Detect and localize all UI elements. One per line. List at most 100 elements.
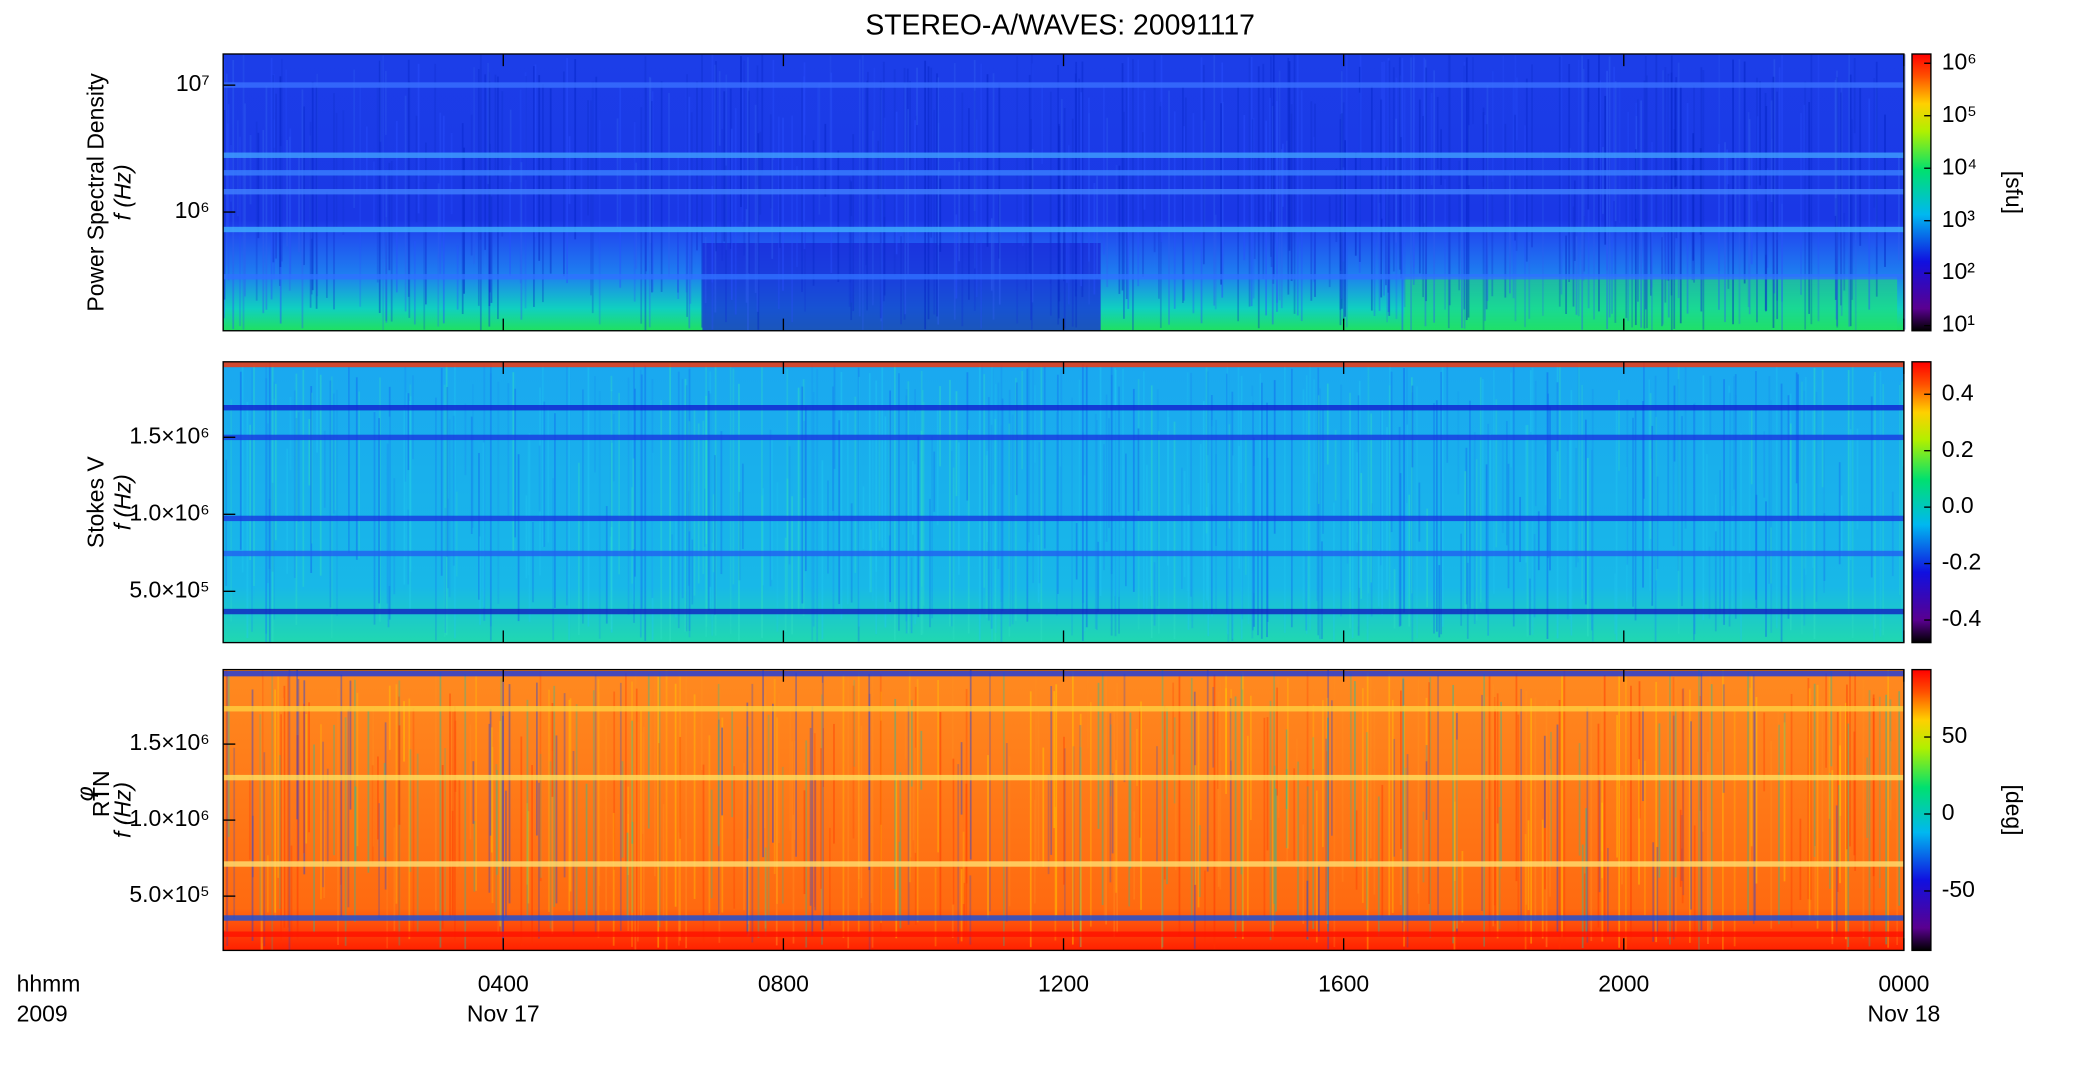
spectrogram-texture [811, 363, 814, 642]
spectrogram-texture [704, 237, 707, 304]
spectrogram-texture [1103, 717, 1106, 920]
spectrogram-texture [612, 812, 615, 946]
spectrogram-texture [489, 708, 492, 836]
spectrogram-texture [1475, 459, 1478, 621]
spectrogram-texture [1484, 114, 1486, 322]
spectrogram-texture [1143, 90, 1146, 210]
spectrogram-texture [1113, 701, 1116, 937]
spectrogram-texture [1803, 441, 1806, 569]
spectrogram-texture [1543, 735, 1546, 828]
spectrogram-texture [992, 73, 995, 320]
spectrogram-texture [548, 689, 550, 912]
spectrogram-texture [1286, 788, 1289, 862]
spectrogram-texture [632, 458, 635, 550]
spectrogram-texture [1105, 394, 1108, 542]
spectrogram-texture [769, 429, 772, 587]
y-tick-label: 1.0×10⁶ [129, 499, 209, 525]
spectrogram-texture [1625, 177, 1628, 319]
spectrogram-texture [1747, 671, 1749, 918]
spectrogram-texture [1377, 549, 1380, 607]
spectrogram-texture [634, 388, 636, 577]
spectrogram-band [223, 434, 1904, 441]
spectrogram-texture [1515, 178, 1518, 251]
spectrogram-texture [409, 400, 411, 610]
spectrogram-texture [1456, 739, 1458, 929]
spectrogram-texture [1373, 119, 1376, 316]
spectrogram-texture [315, 86, 318, 309]
spectrogram-texture [1105, 675, 1108, 925]
spectrogram-texture [1898, 384, 1901, 595]
spectrogram-texture [804, 406, 807, 572]
spectrogram-texture [1322, 700, 1324, 848]
spectrogram-texture [1667, 366, 1670, 517]
spectrogram-texture [709, 393, 712, 587]
spectrogram-texture [1550, 731, 1552, 866]
spectrogram-texture [994, 383, 997, 633]
spectrogram-texture [354, 786, 357, 865]
spectrogram-texture [920, 730, 923, 790]
spectrogram-texture [538, 782, 540, 939]
spectrogram-texture [1829, 773, 1831, 889]
spectrogram-texture [244, 103, 246, 297]
spectrogram-texture [1755, 697, 1758, 884]
spectrogram-texture [714, 455, 716, 615]
spectrogram-texture [1529, 370, 1532, 432]
spectrogram-texture [764, 685, 767, 929]
spectrogram-texture [423, 182, 426, 330]
spectrogram-texture [1698, 669, 1700, 951]
spectrogram-texture [499, 721, 502, 927]
spectrogram-texture [1079, 866, 1082, 938]
spectrogram-texture [1544, 444, 1547, 506]
spectrogram-texture [693, 694, 696, 899]
spectrogram-texture [497, 381, 500, 604]
spectrogram-texture [287, 675, 290, 928]
spectrogram-texture [1654, 375, 1657, 643]
spectrogram-texture [253, 364, 255, 586]
spectrogram-texture [1626, 399, 1629, 565]
spectrogram-texture [920, 430, 923, 636]
spectrogram-texture [654, 673, 656, 877]
spectrogram-texture [1644, 56, 1647, 310]
spectrogram-texture [978, 363, 981, 641]
spectrogram-texture [1672, 715, 1675, 940]
spectrogram-texture [898, 373, 900, 631]
spectrogram-texture [1677, 362, 1680, 634]
spectrogram-texture [1752, 674, 1755, 924]
spectrogram-texture [1106, 117, 1109, 288]
spectrogram-texture [631, 821, 634, 913]
spectrogram-texture [547, 405, 550, 543]
spectrogram-texture [483, 363, 486, 621]
spectrogram-texture [1830, 670, 1833, 767]
spectrogram-texture [1326, 697, 1329, 924]
spectrogram-texture [762, 488, 764, 586]
spectrogram-texture [751, 683, 754, 943]
spectrogram-texture [1370, 413, 1373, 583]
spectrogram-texture [1601, 776, 1604, 942]
spectrogram-texture [441, 765, 444, 929]
spectrogram-texture [700, 677, 703, 770]
spectrogram-texture [1813, 683, 1816, 857]
spectrogram-texture [1870, 396, 1873, 578]
colorbar-label: [sfu] [2001, 171, 2027, 214]
spectrogram-texture [568, 699, 571, 912]
spectrogram-texture [1514, 54, 1517, 322]
spectrogram-texture [1210, 395, 1213, 614]
spectrogram-texture [1481, 694, 1483, 912]
spectrogram-texture [1621, 785, 1623, 885]
spectrogram-texture [1037, 707, 1040, 861]
spectrogram-texture [1398, 57, 1401, 270]
spectrogram-texture [1448, 55, 1451, 306]
spectrogram-texture [1692, 133, 1695, 261]
spectrogram-texture [1349, 392, 1351, 629]
spectrogram-texture [1285, 729, 1288, 809]
spectrogram-texture [289, 396, 292, 471]
spectrogram-texture [1118, 386, 1120, 634]
spectrogram-texture [648, 76, 651, 328]
spectrogram-texture [1055, 684, 1058, 916]
spectrogram-texture [1727, 184, 1730, 289]
spectrogram-texture [723, 91, 726, 242]
spectrogram-texture [803, 790, 806, 895]
spectrogram-texture [1115, 369, 1117, 616]
spectrogram-texture [914, 686, 917, 925]
spectrogram-texture [1021, 370, 1024, 470]
